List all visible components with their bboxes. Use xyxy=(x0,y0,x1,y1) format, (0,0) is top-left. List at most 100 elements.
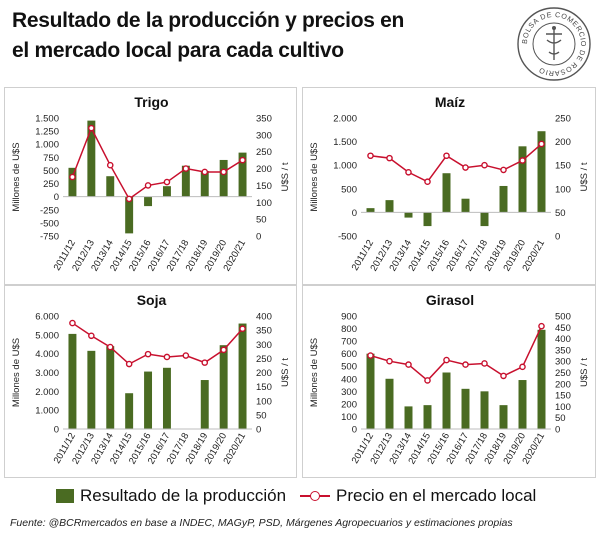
bar xyxy=(461,198,470,213)
y-tick-label: 0 xyxy=(352,425,357,436)
price-point xyxy=(405,168,412,176)
bar xyxy=(518,146,527,213)
bar xyxy=(200,170,209,197)
y2-axis-label: U$S / t xyxy=(280,162,291,191)
price-point xyxy=(462,164,469,171)
y-axis-label: Millones de U$S xyxy=(11,338,22,407)
bar xyxy=(87,120,96,197)
y-tick-label: 400 xyxy=(341,374,357,385)
y2-tick-label: 150 xyxy=(555,391,571,402)
price-point xyxy=(367,352,374,359)
price-point xyxy=(69,319,76,327)
bar xyxy=(499,405,508,429)
bar xyxy=(181,165,190,197)
chart-panel-trigo: Trigo -750 -500 -250 0 250 500 750 1.000 1.250 1.5… xyxy=(4,87,297,285)
price-point xyxy=(462,361,469,368)
price-point xyxy=(88,124,95,132)
legend: Resultado de la producción Precio en el … xyxy=(0,484,600,508)
price-point xyxy=(538,322,545,330)
y-tick-label: 3.000 xyxy=(35,368,59,379)
y2-tick-label: 100 xyxy=(256,396,272,407)
legend-line-swatch xyxy=(300,489,330,503)
source-note: Fuente: @BCRmercados en base a INDEC, MA… xyxy=(10,517,513,529)
y-tick-label: 900 xyxy=(341,312,357,323)
bar xyxy=(219,345,228,429)
price-line xyxy=(370,143,542,183)
y-tick-label: 500 xyxy=(341,184,357,195)
bar xyxy=(238,323,247,429)
bar xyxy=(68,167,77,197)
y2-tick-label: 350 xyxy=(555,345,571,356)
price-point xyxy=(220,168,227,176)
y2-tick-label: 200 xyxy=(555,137,571,148)
chart-title: Soja xyxy=(137,292,167,308)
price-point xyxy=(538,140,545,148)
price-point xyxy=(405,361,412,368)
y2-tick-label: 100 xyxy=(555,184,571,195)
y-tick-label: 800 xyxy=(341,324,357,335)
y2-tick-label: 100 xyxy=(555,402,571,413)
legend-line-label: Precio en el mercado local xyxy=(336,486,537,505)
y2-axis-label: U$S / t xyxy=(579,358,590,387)
y-tick-label: -250 xyxy=(40,205,59,216)
price-point xyxy=(367,152,374,160)
title-line-2: el mercado local para cada cultivo xyxy=(12,39,344,62)
price-line xyxy=(72,322,244,365)
price-point xyxy=(481,360,488,367)
bar xyxy=(125,393,134,429)
bar xyxy=(404,406,413,429)
y-tick-label: 1.250 xyxy=(35,127,59,138)
price-point xyxy=(182,165,190,172)
y2-tick-label: 200 xyxy=(256,368,272,379)
chart-title: Maíz xyxy=(435,94,465,110)
bar xyxy=(442,372,451,429)
y2-tick-label: 350 xyxy=(256,326,272,337)
bar xyxy=(385,200,394,213)
chart-panel-girasol: Girasol 0 100 200 300 400 500 600 700 800 900 0 50 10… xyxy=(302,285,596,478)
y2-tick-label: 250 xyxy=(256,354,272,365)
y2-tick-label: 150 xyxy=(256,382,272,393)
price-point xyxy=(386,357,393,365)
bar xyxy=(423,212,432,227)
bar xyxy=(219,159,228,197)
legend-bar-label: Resultado de la producción xyxy=(80,486,287,505)
y2-tick-label: 400 xyxy=(555,334,571,345)
y2-tick-label: 50 xyxy=(256,410,267,421)
bar xyxy=(404,212,413,218)
price-point xyxy=(443,152,450,160)
price-point xyxy=(519,363,526,371)
bar xyxy=(162,186,171,197)
chart-soja: Soja 0 1.000 2.000 3.000 4.000 5.000 6.000 0 50 10… xyxy=(11,292,291,466)
y2-tick-label: 300 xyxy=(256,340,272,351)
page-title: Resultado de la producción y precios en … xyxy=(12,6,482,66)
y2-tick-label: 300 xyxy=(256,130,272,141)
bcr-seal-logo: BOLSA DE COMERCIO DE ROSARIO xyxy=(517,7,591,81)
price-point xyxy=(386,154,393,162)
chart-panel-soja: Soja 0 1.000 2.000 3.000 4.000 5.000 6.000 0 50 10… xyxy=(4,285,297,478)
price-point xyxy=(220,346,227,354)
bar xyxy=(144,371,153,429)
y2-tick-label: 500 xyxy=(555,312,571,323)
legend-item-bars: Resultado de la producción xyxy=(56,484,286,508)
y-tick-label: 500 xyxy=(43,166,59,177)
y-tick-label: 300 xyxy=(341,387,357,398)
chart-panel-maiz: Maíz -500 0 500 1.000 1.500 2.000 0 50 100 150 200 2… xyxy=(302,87,596,285)
y2-tick-label: 50 xyxy=(256,215,267,226)
bar xyxy=(537,131,546,213)
y-tick-label: 2.000 xyxy=(35,387,59,398)
y-tick-label: 250 xyxy=(43,179,59,190)
y-tick-label: 500 xyxy=(341,362,357,373)
bar xyxy=(68,333,77,429)
y-tick-label: 100 xyxy=(341,412,357,423)
price-point xyxy=(163,353,171,361)
price-point xyxy=(500,372,507,380)
price-point xyxy=(106,343,114,351)
y-tick-label: 600 xyxy=(341,349,357,360)
price-point xyxy=(201,168,209,176)
y2-tick-label: 0 xyxy=(256,232,261,243)
bar xyxy=(366,208,375,213)
bar xyxy=(480,391,489,429)
bar xyxy=(200,380,209,429)
y-axis-label: Millones de U$S xyxy=(309,338,320,407)
bar xyxy=(125,196,134,234)
